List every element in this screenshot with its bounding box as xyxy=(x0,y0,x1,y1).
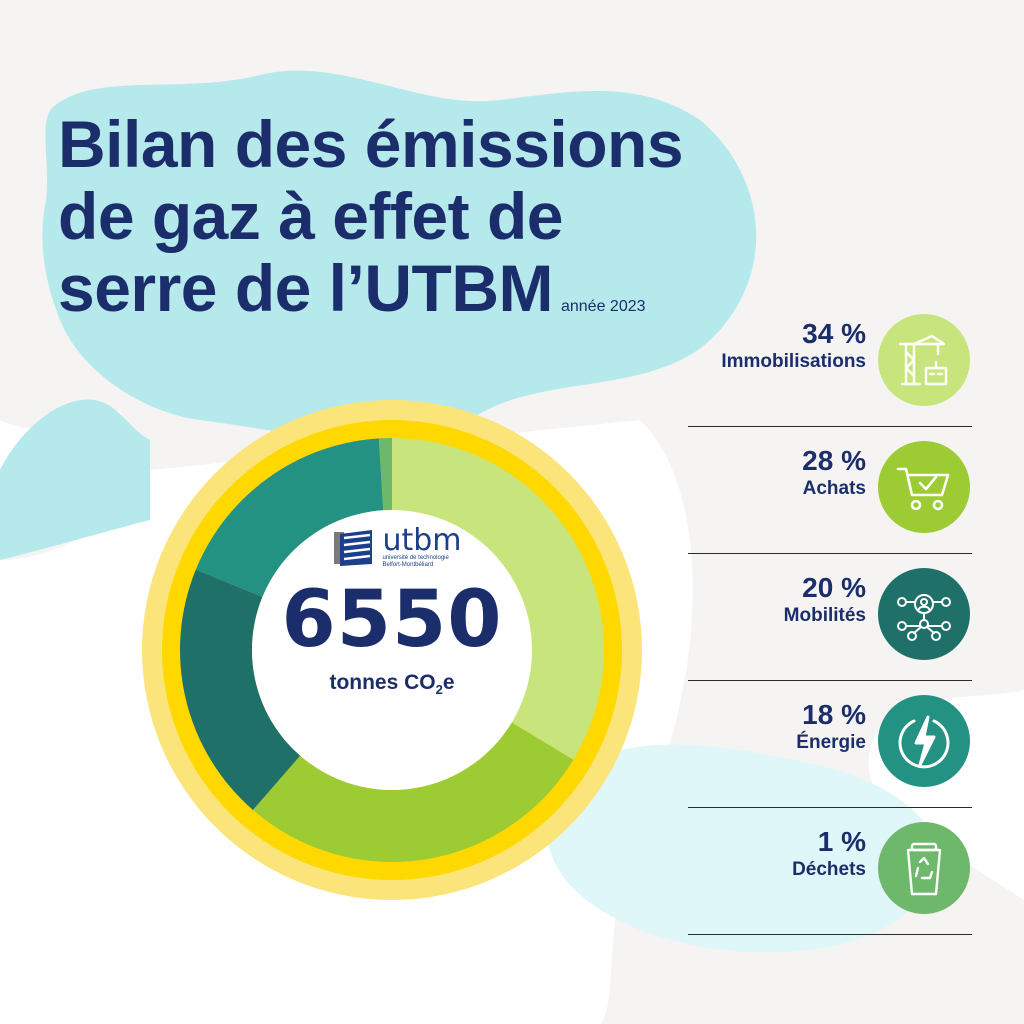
legend-label: Immobilisations xyxy=(721,351,866,372)
legend-percent: 20 % xyxy=(802,572,866,603)
donut-slice-dechets xyxy=(378,438,392,511)
logo-subtitle-2: Belfort-Montbéliard xyxy=(382,562,434,568)
logo-wordmark: utbm xyxy=(382,523,462,558)
legend-percent: 18 % xyxy=(802,699,866,730)
page-title: Bilan des émissions de gaz à effet de se… xyxy=(58,107,684,343)
total-unit: tonnes CO2e xyxy=(329,671,455,698)
cyan-blob-bottom xyxy=(547,744,937,953)
legend-percent: 28 % xyxy=(802,445,866,476)
donut-slice-immobilisations xyxy=(392,438,604,760)
donut-slice-achats xyxy=(252,722,574,862)
network-person-icon xyxy=(878,568,970,660)
total-emissions: 6550 xyxy=(281,575,503,665)
legend-label: Énergie xyxy=(796,732,866,753)
year-label: année 2023 xyxy=(560,298,646,315)
legend-label: Mobilités xyxy=(783,605,866,626)
utbm-logo-mark xyxy=(334,530,373,566)
title-line-1: Bilan des émissions xyxy=(58,107,684,181)
legend-label: Achats xyxy=(802,478,866,499)
donut-slices xyxy=(179,438,604,862)
legend-percent: 1 % xyxy=(817,826,866,857)
donut-hole xyxy=(252,510,532,790)
utbm-logo: utbm université de technologie Belfort-M… xyxy=(332,523,462,569)
legend-row-achats: 28 % Achats xyxy=(688,427,972,554)
legend-percent: 34 % xyxy=(802,318,866,349)
legend-row-energie: 18 % Énergie xyxy=(688,681,972,808)
legend: 34 % Immobilisations 28 % Achats xyxy=(688,300,972,935)
donut-chart xyxy=(142,400,642,900)
lightning-bolt-icon xyxy=(878,695,970,787)
donut-slice-energie xyxy=(195,438,384,597)
title-line-3: serre de l’UTBM xyxy=(58,251,553,325)
title-line-2: de gaz à effet de xyxy=(58,179,563,253)
legend-row-dechets: 1 % Déchets xyxy=(688,808,972,935)
legend-label: Déchets xyxy=(792,859,866,880)
construction-crane-icon xyxy=(878,314,970,406)
donut-slice-mobilites xyxy=(179,569,301,811)
donut-center: utbm université de technologie Belfort-M… xyxy=(232,523,552,698)
recycle-bin-icon xyxy=(878,822,970,914)
legend-row-immobilisations: 34 % Immobilisations xyxy=(688,300,972,427)
logo-subtitle-1: université de technologie xyxy=(382,555,449,561)
cyan-blob-top xyxy=(42,70,757,441)
shopping-cart-check-icon xyxy=(878,441,970,533)
legend-row-mobilites: 20 % Mobilités xyxy=(688,554,972,681)
cyan-blob-left xyxy=(0,399,150,560)
